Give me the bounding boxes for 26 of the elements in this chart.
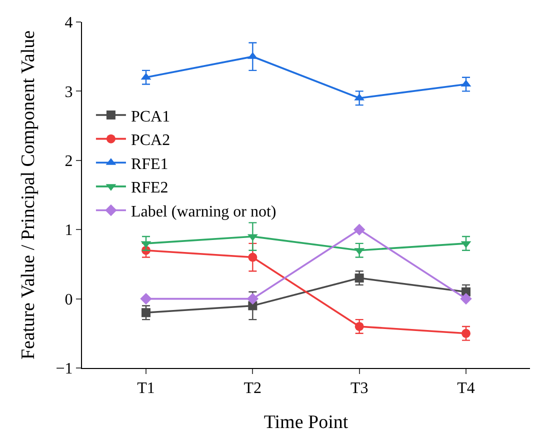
y-tick-label: 4 (64, 14, 73, 32)
point (142, 308, 150, 318)
x-tick-label: T3 (350, 380, 368, 398)
y-tick-label: 2 (64, 153, 73, 170)
x-tick-label: T4 (457, 380, 475, 398)
point (462, 328, 470, 338)
legend-label: PCA2 (130, 132, 170, 150)
point (248, 252, 258, 262)
point (353, 224, 366, 236)
point (354, 274, 364, 283)
point (354, 322, 364, 331)
legend-label: Label (warning or not) (130, 203, 276, 220)
legend-label: RFE2 (130, 180, 168, 197)
y-axis-title: Feature Value / Principal Component Value (18, 30, 39, 360)
point (140, 292, 152, 305)
legend-label: RFE1 (130, 156, 168, 173)
x-tick-label: T2 (244, 380, 262, 398)
x-tick-label: T1 (137, 380, 155, 398)
point (460, 292, 472, 305)
y-tick-label: 3 (64, 84, 73, 101)
x-axis-title: Time Point (264, 412, 349, 433)
y-tick-label: 0 (64, 291, 73, 308)
y-tick-label: 1 (64, 222, 73, 240)
y-tick-label: −1 (56, 360, 73, 378)
point (246, 292, 259, 305)
legend-label: PCA1 (130, 108, 170, 126)
